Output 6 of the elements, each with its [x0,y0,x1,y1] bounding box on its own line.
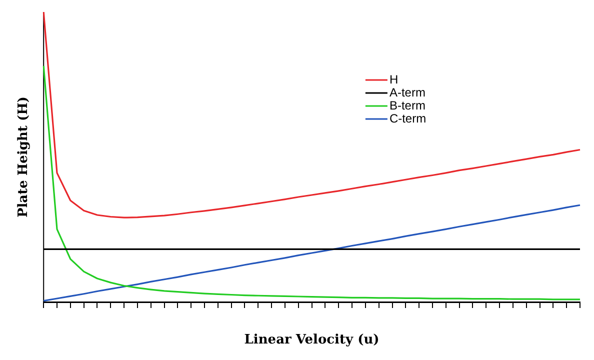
legend-label: C-term [389,111,426,126]
legend-label: A-term [389,85,426,100]
legend-label: H [389,72,398,86]
y-axis-title: Plate Height (H) [16,96,32,218]
legend-label: B-term [389,98,426,112]
x-axis-title: Linear Velocity (u) [244,332,380,348]
